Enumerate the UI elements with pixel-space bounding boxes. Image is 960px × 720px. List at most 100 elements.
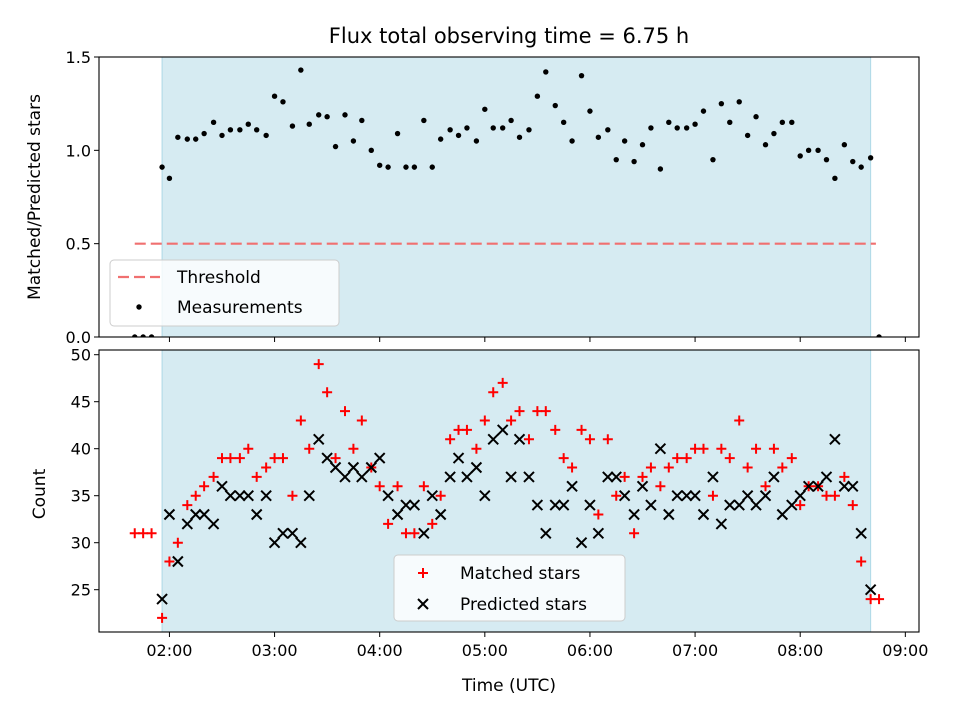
data-point [666,119,672,126]
data-point [505,471,517,483]
data-point [602,471,614,483]
data-point [832,175,838,182]
data-point [531,499,544,511]
data-point [488,387,499,398]
data-point [277,453,288,464]
data-point [339,471,351,483]
data-point [129,528,140,539]
data-point [523,471,535,483]
data-point [219,132,225,139]
data-point [683,125,690,131]
data-point [225,453,236,464]
data-point [777,462,788,473]
data-point [482,106,488,112]
data-point [557,499,570,511]
data-point [365,461,377,474]
data-point [140,334,146,337]
legend-predicted-label: Predicted stars [460,595,587,615]
plot-area [132,67,882,337]
data-point [316,112,322,118]
data-point [280,99,286,105]
data-point [847,500,858,511]
legend-matched-label: Matched stars [460,564,580,584]
axes-frame [98,56,920,338]
data-point [602,434,613,445]
data-point [330,453,341,464]
legend-box [393,554,626,622]
x-tick-label: 06:00 [567,641,613,660]
data-point [313,433,325,446]
data-point [786,499,798,511]
data-point [479,489,491,502]
data-point [224,489,237,502]
data-point [734,415,745,426]
data-point [595,134,602,140]
data-point [253,127,260,133]
data-point [618,489,631,502]
data-point [605,127,611,133]
bottom-panel: 25 30 35 40 45 50 02:00 03:00 04:00 05:00 06:00 07:… [71,346,929,660]
data-point [210,119,217,126]
y-tick-label: 35 [71,487,91,506]
data-point [584,434,595,445]
data-point [172,555,184,568]
y-tick-label: 1.0 [66,141,91,160]
data-point [829,433,841,446]
data-point [575,536,588,549]
data-point [655,481,666,492]
data-point [385,164,391,170]
data-point [680,489,693,502]
data-point [768,471,780,483]
y-tick-label: 25 [71,581,91,600]
data-point [356,415,367,426]
data-point [506,415,517,426]
data-point [876,334,882,337]
data-point [855,527,867,540]
data-point [447,127,453,133]
data-point [724,453,735,464]
data-point [516,134,523,140]
data-point [736,99,742,105]
data-point [287,490,298,501]
data-point [715,518,728,530]
data-point [718,100,725,107]
data-point [534,93,541,99]
data-point [839,471,850,482]
data-point [156,593,168,605]
data-point [587,108,593,114]
x-tick-label: 02:00 [146,641,192,660]
data-point [741,489,754,502]
data-point [645,499,657,511]
bottom-y-axis-label: Count [30,468,50,519]
data-point [592,527,605,540]
top-panel: 0.0 0.5 1.0 1.5 Threshold Measurements [66,48,920,347]
data-point [227,127,234,133]
data-point [452,452,465,464]
data-point [295,536,307,549]
data-point [786,453,797,464]
data-point [560,119,567,126]
data-point [629,528,640,539]
data-point [245,121,251,127]
data-point [164,556,175,567]
data-point [856,556,867,567]
data-point [716,443,727,454]
data-point [157,612,168,623]
data-point [858,164,864,170]
data-point [710,156,716,163]
data-point [271,93,278,99]
data-point [146,528,157,539]
data-point [207,518,220,530]
data-point [820,471,833,483]
data-point [671,489,683,502]
legend-threshold-label: Threshold [176,268,261,288]
data-point [707,471,719,483]
data-point [434,508,447,521]
legend-box [109,259,340,327]
data-point [470,461,483,474]
x-tick-label: 04:00 [357,641,403,660]
data-point [751,443,762,454]
data-point [429,164,435,170]
data-point [348,443,359,454]
